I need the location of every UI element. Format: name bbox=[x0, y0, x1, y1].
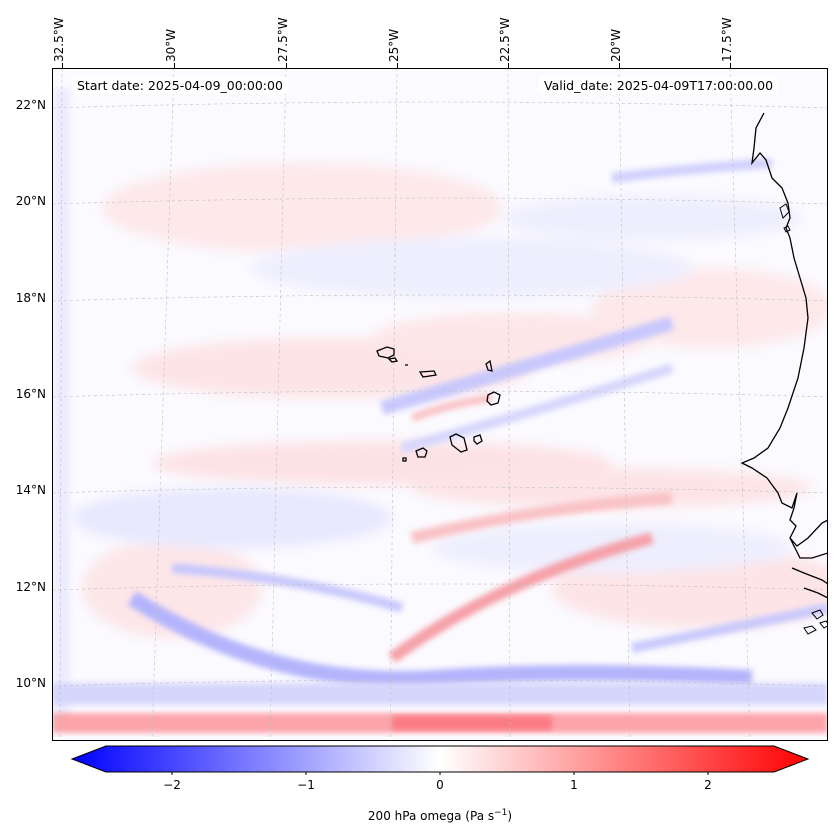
bissagos-islands bbox=[803, 609, 828, 635]
valid-date-label: Valid_date: 2025-04-09T17:00:00.00 bbox=[539, 77, 779, 94]
start-date-label: Start date: 2025-04-09_00:00:00 bbox=[72, 77, 288, 94]
lon-label-20w: 20°W bbox=[609, 28, 623, 62]
colorbar bbox=[70, 745, 810, 775]
omega-field-positive-areas bbox=[82, 163, 828, 638]
lon-label-22-5w: 22.5°W bbox=[498, 17, 512, 62]
lat-label-20n: 20°N bbox=[15, 194, 46, 208]
lon-label-17-5w: 17.5°W bbox=[720, 17, 734, 62]
lat-label-22n: 22°N bbox=[15, 98, 46, 112]
lat-label-14n: 14°N bbox=[15, 483, 46, 497]
lat-label-12n: 12°N bbox=[15, 580, 46, 594]
lon-label-32-5w: 32.5°W bbox=[52, 17, 66, 62]
colorbar-title: 200 hPa omega (Pa s−1) bbox=[367, 808, 513, 823]
lon-tick bbox=[508, 63, 509, 68]
lon-tick bbox=[397, 63, 398, 68]
colorbar-tick-label: 2 bbox=[704, 778, 712, 792]
omega-field-bottom-blue bbox=[52, 683, 828, 705]
lon-label-30w: 30°W bbox=[164, 28, 178, 62]
colorbar-tick-label: −2 bbox=[163, 778, 181, 792]
colorbar-tick-label: 0 bbox=[436, 778, 444, 792]
lon-tick bbox=[174, 63, 175, 68]
africa-coastline bbox=[740, 112, 828, 599]
lon-tick bbox=[62, 63, 63, 68]
lon-tick bbox=[730, 63, 731, 68]
colorbar-tick-label: 1 bbox=[570, 778, 578, 792]
colorbar-tick-label: −1 bbox=[297, 778, 315, 792]
lon-label-25w: 25°W bbox=[387, 28, 401, 62]
graticule bbox=[52, 68, 828, 741]
omega-field-streaks bbox=[54, 88, 828, 728]
map-panel bbox=[52, 68, 828, 741]
lon-label-27-5w: 27.5°W bbox=[276, 17, 290, 62]
lat-label-18n: 18°N bbox=[15, 291, 46, 305]
coast-islands-north bbox=[779, 203, 791, 233]
lon-tick bbox=[286, 63, 287, 68]
lat-label-16n: 16°N bbox=[15, 387, 46, 401]
cape-verde-islands bbox=[376, 346, 501, 462]
lon-tick bbox=[619, 63, 620, 68]
lat-label-10n: 10°N bbox=[15, 676, 46, 690]
map-frame bbox=[52, 68, 828, 741]
